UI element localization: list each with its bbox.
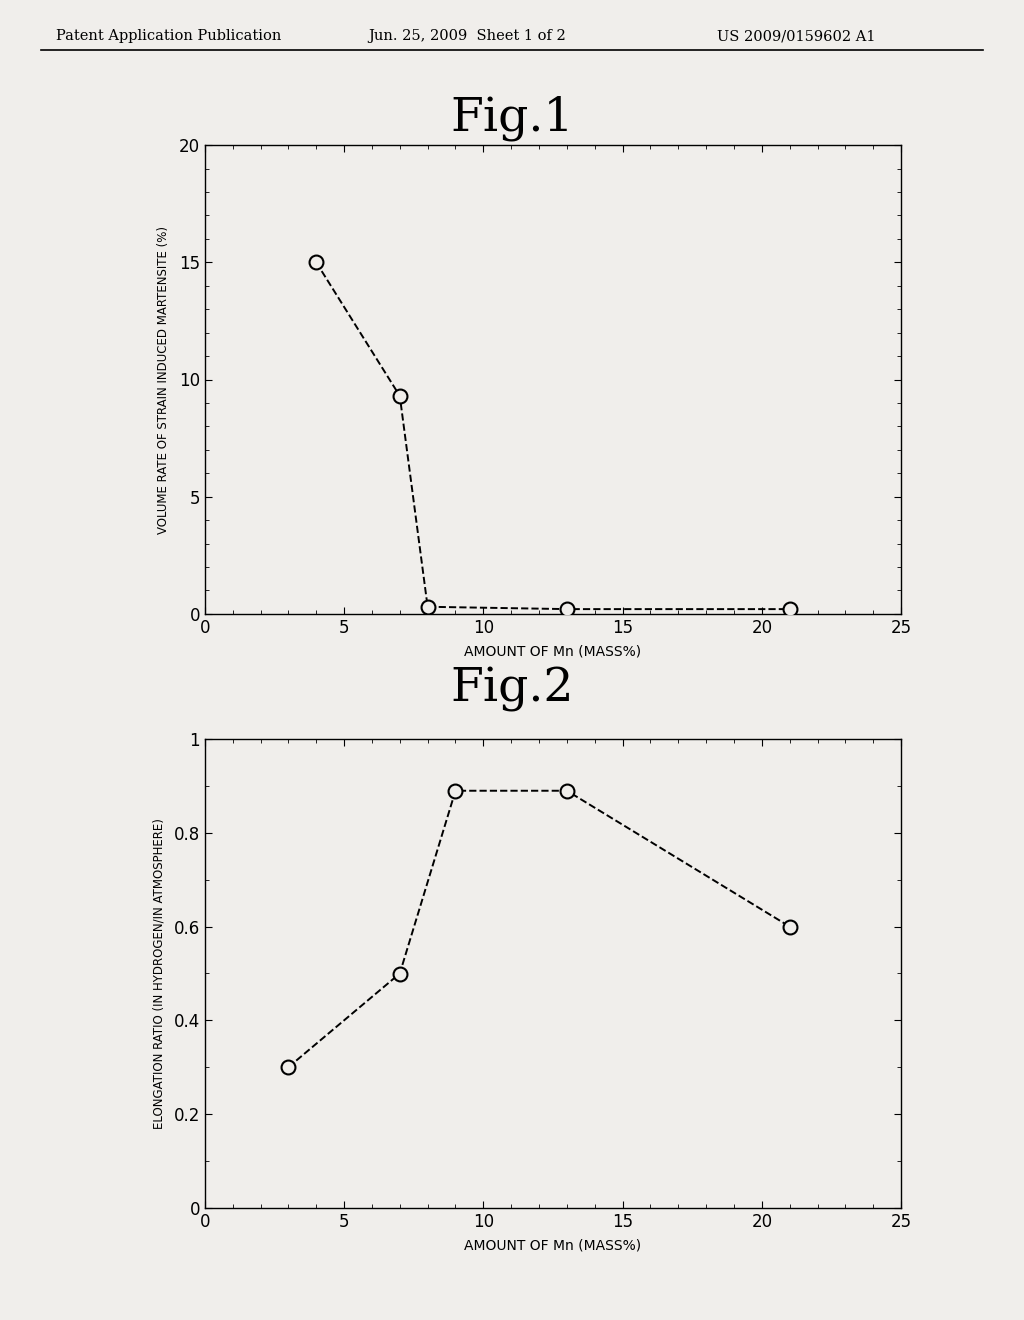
Text: Fig.2: Fig.2	[451, 667, 573, 711]
Text: Jun. 25, 2009  Sheet 1 of 2: Jun. 25, 2009 Sheet 1 of 2	[369, 29, 566, 44]
Y-axis label: ELONGATION RATIO (IN HYDROGEN/IN ATMOSPHERE): ELONGATION RATIO (IN HYDROGEN/IN ATMOSPH…	[153, 818, 165, 1129]
X-axis label: AMOUNT OF Mn (MASS%): AMOUNT OF Mn (MASS%)	[465, 645, 641, 659]
Text: US 2009/0159602 A1: US 2009/0159602 A1	[717, 29, 876, 44]
X-axis label: AMOUNT OF Mn (MASS%): AMOUNT OF Mn (MASS%)	[465, 1239, 641, 1253]
Text: Patent Application Publication: Patent Application Publication	[56, 29, 282, 44]
Y-axis label: VOLUME RATE OF STRAIN INDUCED MARTENSITE (%): VOLUME RATE OF STRAIN INDUCED MARTENSITE…	[158, 226, 170, 533]
Text: Fig.1: Fig.1	[451, 95, 573, 140]
